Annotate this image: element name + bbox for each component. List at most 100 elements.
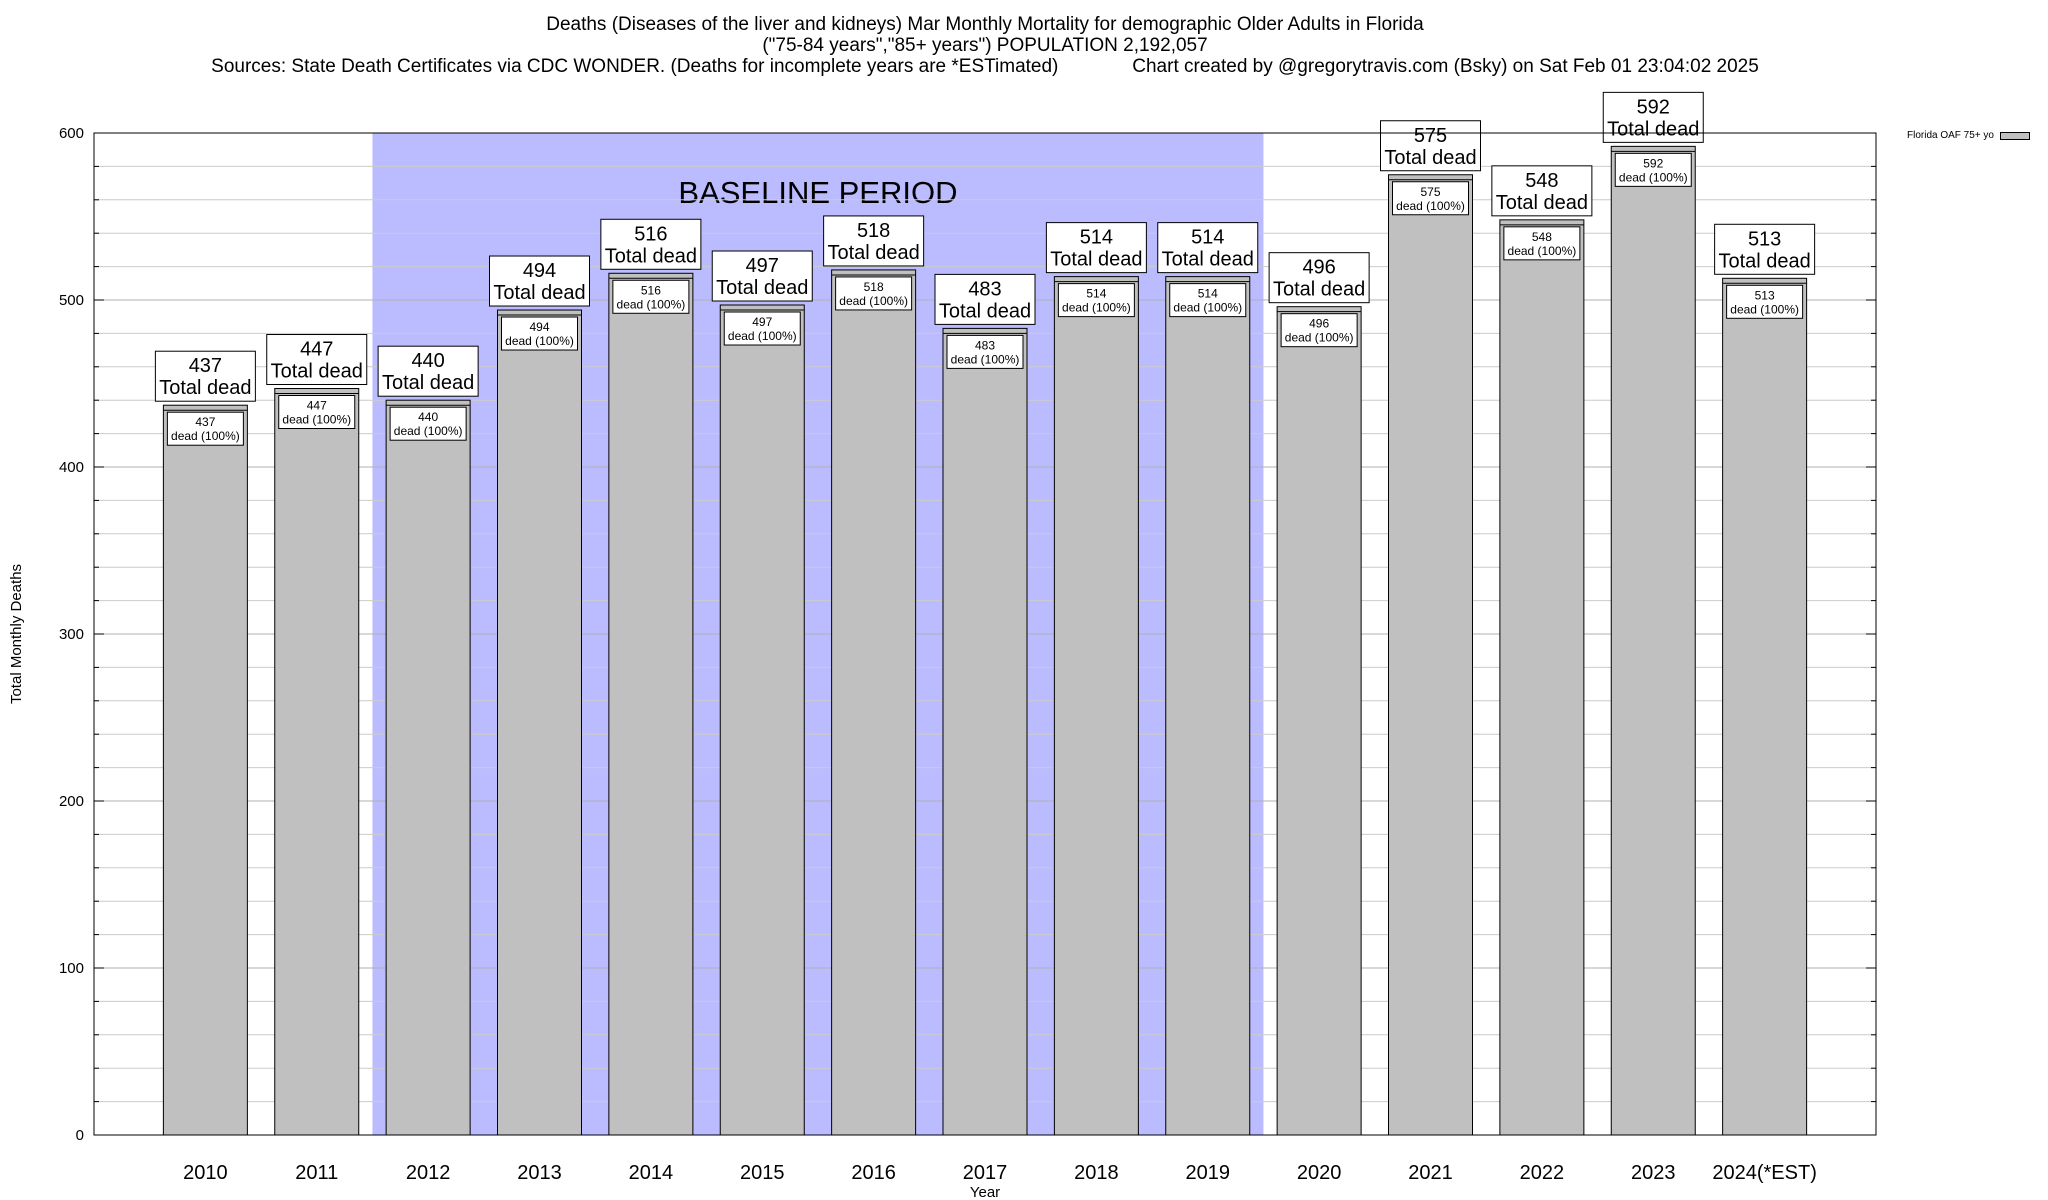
legend-swatch: [1999, 131, 2030, 140]
inner-label-box: [946, 334, 1024, 369]
x-tick-label: 2015: [740, 1162, 785, 1184]
total-dead-label: Total dead: [159, 377, 251, 399]
total-dead-label: Total dead: [1496, 192, 1588, 214]
inner-value-label: 496: [1309, 317, 1329, 331]
inner-label-box: [1392, 181, 1469, 216]
bar: [1388, 174, 1473, 1136]
x-tick-label: 2016: [851, 1162, 896, 1184]
total-label-box: [377, 345, 479, 397]
total-dead-label: Total dead: [382, 372, 474, 394]
x-tick-label: 2024(*EST): [1712, 1162, 1817, 1184]
total-value-label: 494: [523, 260, 556, 282]
y-tick-label: 100: [59, 960, 84, 977]
total-dead-label: Total dead: [716, 277, 808, 299]
inner-value-label: 483: [975, 338, 995, 352]
y-tick-label: 600: [59, 125, 84, 142]
bar: [608, 272, 694, 1136]
x-tick-label: 2011: [295, 1162, 338, 1184]
inner-dead-label: dead (100%): [1062, 301, 1131, 315]
total-dead-label: Total dead: [939, 300, 1031, 322]
plot-frame: [93, 132, 1877, 1136]
inner-label-box: [1503, 226, 1581, 261]
inner-value-label: 447: [307, 399, 327, 413]
inner-label-box: [1057, 283, 1135, 318]
chart-title: Deaths (Diseases of the liver and kidney…: [0, 14, 1970, 77]
total-label-box: [1380, 120, 1481, 172]
bar: [719, 304, 805, 1136]
inner-value-label: 494: [529, 320, 549, 334]
x-axis-title: Year: [970, 1184, 1000, 1200]
x-tick-label: 2010: [183, 1162, 228, 1184]
total-value-label: 447: [300, 339, 333, 361]
x-tick-label: 2020: [1297, 1162, 1342, 1184]
total-label-box: [266, 334, 368, 386]
x-tick-label: 2014: [629, 1162, 674, 1184]
inner-label-box: [389, 406, 467, 441]
bar: [497, 309, 582, 1136]
inner-dead-label: dead (100%): [1508, 244, 1577, 258]
inner-dead-label: dead (100%): [617, 297, 686, 311]
total-value-label: 592: [1637, 96, 1670, 118]
x-tick-label: 2017: [963, 1162, 1008, 1184]
bar: [1610, 145, 1696, 1136]
inner-dead-label: dead (100%): [728, 329, 797, 343]
bar: [831, 269, 917, 1136]
inner-value-label: 513: [1755, 288, 1775, 302]
total-label-box: [489, 255, 590, 307]
inner-value-label: 516: [641, 283, 661, 297]
inner-value-label: 575: [1420, 185, 1440, 199]
total-value-label: 497: [746, 255, 779, 277]
total-value-label: 518: [857, 220, 890, 242]
inner-dead-label: dead (100%): [282, 413, 351, 427]
x-tick-label: 2021: [1408, 1162, 1453, 1184]
inner-value-label: 497: [752, 315, 772, 329]
total-value-label: 514: [1080, 227, 1113, 249]
inner-dead-label: dead (100%): [1285, 331, 1354, 345]
y-tick-label: 500: [59, 292, 84, 309]
bar: [1499, 219, 1585, 1136]
inner-label-box: [1169, 283, 1247, 318]
inner-value-label: 437: [195, 415, 215, 429]
y-axis-title: Total Monthly Deaths: [8, 564, 25, 704]
total-label-box: [1491, 165, 1593, 217]
y-tick-label: 200: [59, 793, 84, 810]
inner-dead-label: dead (100%): [505, 334, 574, 348]
inner-label-box: [835, 276, 913, 311]
inner-label-box: [166, 411, 244, 446]
total-label-box: [1602, 91, 1704, 143]
total-value-label: 514: [1191, 227, 1224, 249]
bar: [274, 388, 360, 1136]
legend-label: Florida OAF 75+ yo: [1907, 130, 1994, 141]
total-label-box: [934, 273, 1036, 325]
total-value-label: 496: [1302, 257, 1335, 279]
x-tick-label: 2023: [1631, 1162, 1676, 1184]
y-tick-label: 0: [76, 1127, 84, 1144]
inner-dead-label: dead (100%): [171, 429, 240, 443]
x-tick-label: 2019: [1186, 1162, 1231, 1184]
total-dead-label: Total dead: [493, 282, 585, 304]
total-value-label: 516: [634, 223, 667, 245]
inner-dead-label: dead (100%): [394, 424, 463, 438]
total-dead-label: Total dead: [1273, 279, 1365, 301]
bar: [1165, 276, 1251, 1136]
total-dead-label: Total dead: [271, 361, 363, 383]
total-label-box: [711, 250, 813, 302]
total-label-box: [823, 215, 925, 267]
inner-label-box: [1280, 313, 1358, 348]
bar: [942, 327, 1028, 1136]
y-tick-label: 400: [59, 459, 84, 476]
bar: [385, 399, 471, 1136]
total-label-box: [1714, 223, 1816, 275]
inner-dead-label: dead (100%): [1173, 301, 1242, 315]
inner-dead-label: dead (100%): [1730, 302, 1799, 316]
title-line-3: Sources: State Death Certificates via CD…: [211, 56, 1759, 77]
total-dead-label: Total dead: [827, 242, 919, 264]
total-dead-label: Total dead: [1050, 249, 1142, 271]
total-label-box: [1157, 222, 1259, 274]
x-tick-label: 2013: [517, 1162, 562, 1184]
inner-label-box: [1726, 284, 1804, 319]
total-label-box: [154, 350, 256, 402]
total-dead-label: Total dead: [605, 245, 697, 267]
inner-label-box: [501, 316, 578, 351]
